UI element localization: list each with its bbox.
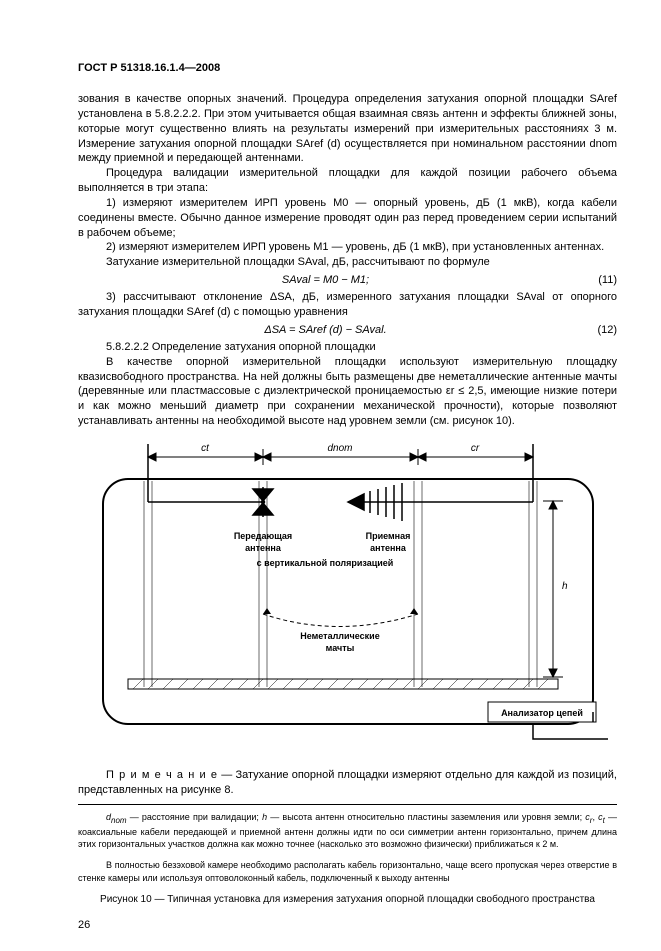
svg-text:dnom: dnom: [327, 443, 352, 454]
step-2: 2) измеряют измерителем ИРП уровень M1 —…: [78, 240, 617, 255]
divider: [78, 804, 617, 805]
svg-text:Приемная: Приемная: [365, 531, 410, 541]
page: ГОСТ Р 51318.16.1.4—2008 зования в качес…: [0, 0, 661, 951]
svg-text:Передающая: Передающая: [233, 531, 291, 541]
svg-text:мачты: мачты: [325, 643, 354, 653]
paragraph-1: зования в качестве опорных значений. Про…: [78, 92, 617, 166]
svg-text:с вертикальной поляризацией: с вертикальной поляризацией: [256, 558, 393, 568]
svg-text:ct: ct: [201, 443, 210, 454]
equation-12-number: (12): [573, 324, 617, 336]
figure-caption: Рисунок 10 — Типичная установка для изме…: [78, 894, 617, 905]
figure-10: ct dnom cr: [78, 439, 617, 762]
paragraph-2: Процедура валидации измерительной площад…: [78, 166, 617, 196]
equation-12: ΔSA = SAref (d) − SAval.: [78, 324, 573, 336]
note: П р и м е ч а н и е — Затухание опорной …: [78, 768, 617, 798]
svg-text:Неметаллические: Неметаллические: [300, 631, 379, 641]
step-2b: Затухание измерительной площадки SAval, …: [78, 255, 617, 270]
step-3: 3) рассчитывают отклонение ΔSA, дБ, изме…: [78, 290, 617, 320]
document-id: ГОСТ Р 51318.16.1.4—2008: [78, 62, 617, 74]
equation-12-row: ΔSA = SAref (d) − SAval. (12): [78, 324, 617, 336]
equation-11-row: SAval = M0 − M1; (11): [78, 274, 617, 286]
symbols-note-1: dnom — расстояние при валидации; h — выс…: [78, 811, 617, 851]
svg-text:антенна: антенна: [370, 543, 407, 553]
svg-text:h: h: [562, 581, 568, 592]
equation-11: SAval = M0 − M1;: [78, 274, 573, 286]
svg-text:cr: cr: [470, 443, 479, 454]
svg-text:Анализатор цепей: Анализатор цепей: [501, 708, 583, 718]
svg-text:антенна: антенна: [245, 543, 282, 553]
section-heading: 5.8.2.2.2 Определение затухания опорной …: [78, 340, 617, 355]
symbols-note-2: В полностью безэховой камере необходимо …: [78, 859, 617, 883]
step-1: 1) измеряют измерителем ИРП уровень M0 —…: [78, 196, 617, 241]
small1-rest: — расстояние при валидации;: [127, 812, 263, 822]
page-number: 26: [78, 919, 617, 931]
paragraph-3: В качестве опорной измерительной площадк…: [78, 355, 617, 429]
equation-11-number: (11): [573, 274, 617, 286]
note-label: П р и м е ч а н и е: [106, 769, 218, 781]
figure-svg: ct dnom cr: [88, 439, 608, 759]
